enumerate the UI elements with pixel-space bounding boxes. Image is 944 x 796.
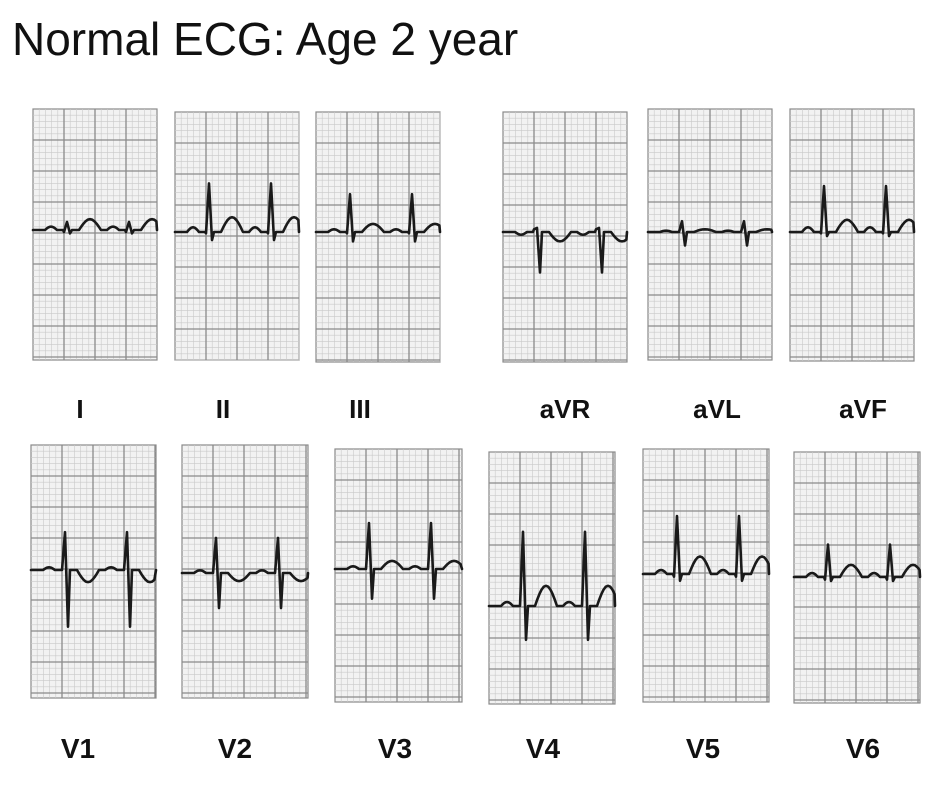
- lead-label-avr: aVR: [540, 394, 591, 424]
- ecg-trace-avf: [788, 184, 916, 238]
- lead-panel-ii: [173, 111, 301, 361]
- lead-panel-i: [31, 108, 159, 361]
- ecg-trace-v2: [180, 536, 310, 610]
- lead-panel-avl: [646, 108, 774, 361]
- lead-panel-v3: [333, 448, 464, 703]
- grid-paper: [334, 448, 463, 703]
- ecg-trace-v1: [29, 530, 158, 628]
- ecg-trace-iii: [314, 192, 442, 243]
- lead-label-v6: V6: [846, 733, 880, 764]
- lead-panel-v2: [180, 444, 310, 699]
- lead-panel-avf: [788, 108, 916, 362]
- lead-label-avf: aVF: [839, 394, 887, 424]
- lead-label-iii: III: [349, 394, 371, 424]
- lead-label-v3: V3: [378, 733, 412, 764]
- grid-paper: [642, 448, 770, 703]
- ecg-trace-i: [31, 217, 159, 235]
- ecg-trace-ii: [173, 182, 301, 242]
- lead-label-v1: V1: [61, 733, 95, 764]
- lead-panel-iii: [314, 111, 442, 363]
- lead-label-v5: V5: [686, 733, 720, 764]
- ecg-trace-avl: [646, 219, 774, 247]
- lead-panel-v5: [641, 448, 771, 703]
- ecg-trace-v6: [792, 543, 922, 583]
- lead-label-avl: aVL: [693, 394, 741, 424]
- lead-label-ii: II: [216, 394, 230, 424]
- lead-panel-v1: [29, 444, 158, 699]
- lead-panel-avr: [501, 111, 629, 363]
- ecg-trace-v5: [641, 514, 771, 583]
- lead-panel-v6: [792, 451, 922, 704]
- lead-panel-v4: [487, 451, 617, 705]
- lead-label-v4: V4: [526, 733, 561, 764]
- ecg-trace-avr: [501, 226, 629, 274]
- ecg-trace-v4: [487, 530, 617, 642]
- page-title: Normal ECG: Age 2 year: [12, 13, 519, 65]
- lead-label-i: I: [76, 394, 83, 424]
- lead-label-v2: V2: [218, 733, 252, 764]
- grid-paper: [488, 451, 616, 705]
- ecg-trace-v3: [333, 521, 464, 600]
